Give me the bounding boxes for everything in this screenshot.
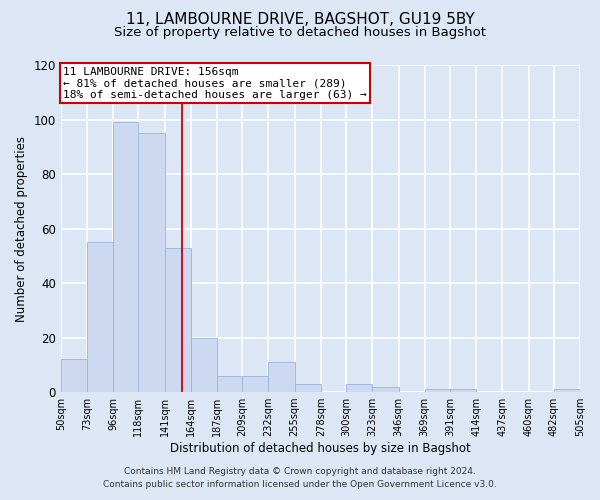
Bar <box>450 390 476 392</box>
Bar <box>425 390 450 392</box>
Bar <box>191 338 217 392</box>
Bar <box>268 362 295 392</box>
Bar <box>113 122 139 392</box>
Bar <box>217 376 242 392</box>
X-axis label: Distribution of detached houses by size in Bagshot: Distribution of detached houses by size … <box>170 442 471 455</box>
Text: Contains HM Land Registry data © Crown copyright and database right 2024.
Contai: Contains HM Land Registry data © Crown c… <box>103 468 497 489</box>
Bar <box>61 360 87 392</box>
Bar <box>295 384 321 392</box>
Bar <box>164 248 191 392</box>
Text: 11, LAMBOURNE DRIVE, BAGSHOT, GU19 5BY: 11, LAMBOURNE DRIVE, BAGSHOT, GU19 5BY <box>125 12 475 28</box>
Y-axis label: Number of detached properties: Number of detached properties <box>15 136 28 322</box>
Bar <box>242 376 268 392</box>
Bar <box>87 242 113 392</box>
Text: Size of property relative to detached houses in Bagshot: Size of property relative to detached ho… <box>114 26 486 39</box>
Bar <box>346 384 373 392</box>
Bar <box>554 390 580 392</box>
Bar <box>139 133 164 392</box>
Bar <box>373 386 398 392</box>
Text: 11 LAMBOURNE DRIVE: 156sqm
← 81% of detached houses are smaller (289)
18% of sem: 11 LAMBOURNE DRIVE: 156sqm ← 81% of deta… <box>64 66 367 100</box>
